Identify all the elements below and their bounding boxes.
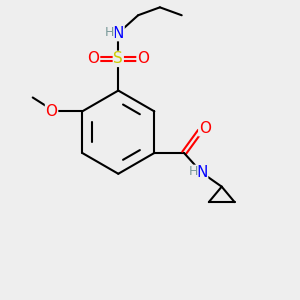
Text: O: O xyxy=(199,121,211,136)
Text: O: O xyxy=(137,51,149,66)
Text: S: S xyxy=(113,51,123,66)
Text: N: N xyxy=(112,26,124,40)
Text: O: O xyxy=(46,104,58,119)
Text: O: O xyxy=(88,51,100,66)
Text: N: N xyxy=(196,165,208,180)
Text: H: H xyxy=(105,26,114,39)
Text: H: H xyxy=(188,165,198,178)
